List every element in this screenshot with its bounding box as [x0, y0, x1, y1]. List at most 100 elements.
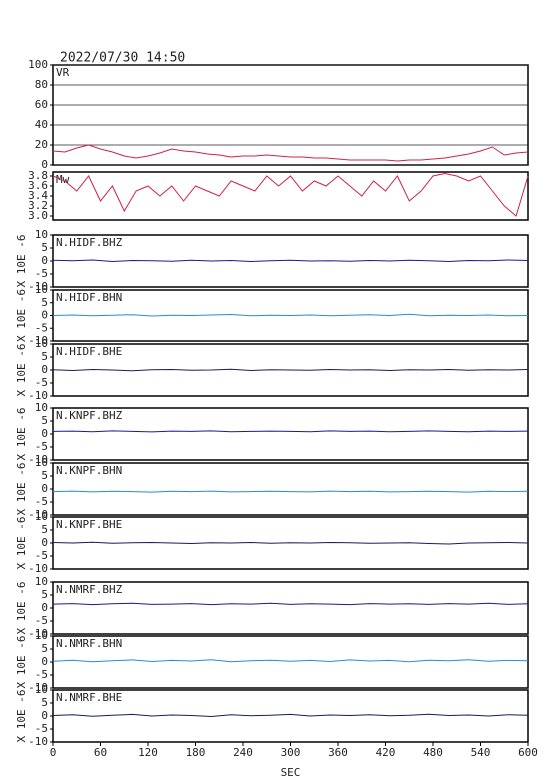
y-tick-label: 5 [41, 350, 48, 363]
panel-frame [52, 407, 529, 461]
y-tick-label: 20 [35, 138, 48, 151]
panel-label: N.NMRF.BHZ [56, 583, 123, 596]
y-tick-label: -10 [28, 280, 48, 293]
trace [52, 541, 529, 545]
x-tick-label: 0 [50, 746, 57, 759]
y-tick-label: 80 [35, 78, 48, 91]
y-tick-label: 100 [28, 58, 48, 71]
y-tick-label: 10 [35, 337, 48, 350]
y-tick-label: -10 [28, 562, 48, 575]
y-axis-label: X 10E -6 [15, 636, 28, 689]
y-tick-label: -5 [35, 440, 48, 453]
y-tick-label: -10 [28, 508, 48, 521]
trace [52, 172, 529, 217]
y-tick-label: 10 [35, 283, 48, 296]
y-tick-label: -5 [35, 614, 48, 627]
y-tick-label: -10 [28, 389, 48, 402]
x-axis-label: SEC [281, 766, 301, 779]
y-tick-label: 5 [41, 696, 48, 709]
y-axis-label: X 10E -6 [15, 582, 28, 635]
trace [52, 659, 529, 663]
trace [52, 602, 529, 606]
y-axis-label: X 10E -6 [15, 408, 28, 461]
y-tick-label: 0 [41, 309, 48, 322]
y-tick-label: -5 [35, 321, 48, 334]
y-tick-label: -5 [35, 722, 48, 735]
y-axis-label: X 10E -6 [15, 235, 28, 288]
panel-frame [52, 581, 529, 635]
y-tick-label: 10 [35, 510, 48, 523]
x-tick-label: 120 [138, 746, 158, 759]
y-tick-label: -5 [35, 376, 48, 389]
trace [52, 259, 529, 263]
panel-label: N.KNPF.BHN [56, 464, 122, 477]
y-tick-label: 60 [35, 98, 48, 111]
y-tick-label: 10 [35, 228, 48, 241]
y-tick-label: 10 [35, 456, 48, 469]
panel-frame [52, 171, 529, 221]
x-tick-label: 420 [376, 746, 396, 759]
y-tick-label: 5 [41, 523, 48, 536]
y-axis-label: X 10E -6 [15, 517, 28, 570]
y-tick-label: -5 [35, 495, 48, 508]
panel-frame [52, 462, 529, 516]
x-tick-label: 360 [328, 746, 348, 759]
y-tick-label: 3.4 [28, 189, 48, 202]
x-tick-label: 540 [471, 746, 491, 759]
chart-title: 2022/07/30 14:50 [60, 51, 185, 66]
y-tick-label: 5 [41, 241, 48, 254]
trace [52, 368, 529, 372]
panel-frame [52, 64, 529, 166]
panel-frame [52, 635, 529, 689]
y-tick-label: 5 [41, 296, 48, 309]
y-tick-label: 3.2 [28, 199, 48, 212]
panel-label: Mw [56, 173, 70, 186]
trace [52, 313, 529, 317]
y-axis-label: X 10E -6 [15, 289, 28, 342]
y-tick-label: 40 [35, 118, 48, 131]
panel-label: N.NMRF.BHN [56, 637, 122, 650]
y-tick-label: 0 [41, 427, 48, 440]
x-tick-label: 180 [186, 746, 206, 759]
y-tick-label: 0 [41, 601, 48, 614]
y-axis-label: X 10E -6 [15, 463, 28, 516]
y-tick-label: 10 [35, 683, 48, 696]
trace [52, 713, 529, 718]
y-tick-label: -10 [28, 735, 48, 748]
trace [52, 430, 529, 433]
y-tick-label: 0 [41, 709, 48, 722]
y-axis-label: X 10E -6 [15, 344, 28, 397]
panel-label: N.HIDF.BHZ [56, 236, 123, 249]
y-tick-label: 0 [41, 536, 48, 549]
y-tick-label: 3.8 [28, 169, 48, 182]
x-tick-label: 60 [94, 746, 107, 759]
y-tick-label: 0 [41, 482, 48, 495]
y-tick-label: -10 [28, 627, 48, 640]
y-tick-label: -5 [35, 668, 48, 681]
y-tick-label: 0 [41, 363, 48, 376]
panel-frame [52, 689, 529, 743]
x-tick-label: 600 [518, 746, 538, 759]
panel-label: N.HIDF.BHE [56, 345, 122, 358]
y-tick-label: 5 [41, 642, 48, 655]
panel-label: N.NMRF.BHE [56, 691, 122, 704]
y-tick-label: 0 [41, 254, 48, 267]
y-tick-label: 3.6 [28, 179, 48, 192]
panel-label: N.KNPF.BHE [56, 518, 122, 531]
y-tick-label: 0 [41, 655, 48, 668]
x-tick-label: 240 [233, 746, 253, 759]
y-tick-label: -10 [28, 681, 48, 694]
y-tick-label: 0 [41, 158, 48, 171]
trace [52, 490, 529, 493]
panel-label: VR [56, 66, 70, 79]
y-tick-label: -5 [35, 267, 48, 280]
y-tick-label: 10 [35, 401, 48, 414]
y-tick-label: -5 [35, 549, 48, 562]
x-tick-label: 300 [281, 746, 301, 759]
y-tick-label: 10 [35, 629, 48, 642]
y-tick-label: -10 [28, 334, 48, 347]
y-tick-label: 3.0 [28, 209, 48, 222]
panel-label: N.HIDF.BHN [56, 291, 122, 304]
trace [52, 144, 529, 162]
